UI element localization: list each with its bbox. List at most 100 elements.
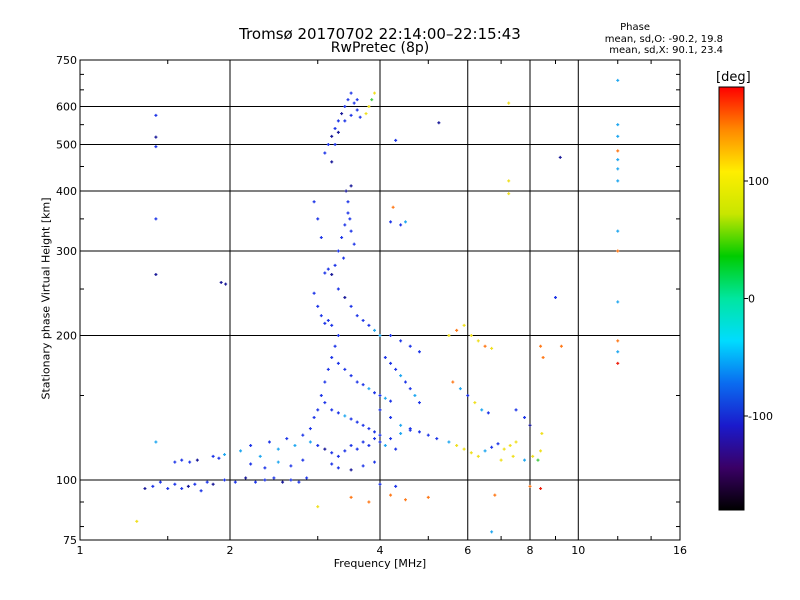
data-point bbox=[193, 482, 197, 486]
data-point bbox=[346, 211, 350, 215]
x-tick-label: 8 bbox=[527, 544, 534, 557]
data-point bbox=[239, 449, 243, 453]
x-tick-label: 16 bbox=[673, 544, 687, 557]
y-tick-label: 100 bbox=[56, 474, 77, 487]
data-point bbox=[355, 380, 359, 384]
data-point bbox=[469, 334, 473, 338]
data-point bbox=[330, 323, 334, 327]
data-point bbox=[323, 380, 327, 384]
data-point bbox=[267, 440, 271, 444]
data-point bbox=[483, 449, 487, 453]
data-point bbox=[316, 408, 320, 412]
data-point bbox=[333, 344, 337, 348]
x-axis-label: Frequency [MHz] bbox=[333, 557, 427, 570]
data-point bbox=[349, 91, 353, 95]
data-point bbox=[507, 179, 511, 183]
data-point bbox=[195, 458, 199, 462]
data-point bbox=[349, 444, 353, 448]
data-point bbox=[399, 339, 403, 343]
data-point bbox=[180, 487, 184, 491]
data-point bbox=[349, 495, 353, 499]
data-point bbox=[205, 480, 209, 484]
data-point bbox=[343, 414, 347, 418]
data-point bbox=[316, 505, 320, 509]
data-point bbox=[383, 355, 387, 359]
data-point bbox=[151, 484, 155, 488]
data-point bbox=[281, 480, 285, 484]
data-point bbox=[301, 433, 305, 437]
data-point bbox=[486, 411, 490, 415]
data-point bbox=[349, 113, 353, 117]
data-point bbox=[253, 480, 257, 484]
data-point bbox=[476, 339, 480, 343]
data-point bbox=[326, 267, 330, 271]
data-point bbox=[143, 487, 147, 491]
data-point bbox=[541, 355, 545, 359]
data-point bbox=[349, 468, 353, 472]
data-point bbox=[330, 451, 334, 455]
data-point bbox=[336, 334, 340, 338]
data-point bbox=[391, 205, 395, 209]
data-point bbox=[330, 273, 334, 277]
data-point bbox=[361, 464, 365, 468]
data-point bbox=[319, 314, 323, 318]
data-point bbox=[367, 387, 371, 391]
data-point bbox=[523, 415, 527, 419]
data-point bbox=[469, 451, 473, 455]
data-point bbox=[539, 449, 543, 453]
data-point bbox=[217, 456, 221, 460]
data-point bbox=[154, 217, 158, 221]
data-point bbox=[493, 493, 497, 497]
data-point bbox=[346, 200, 350, 204]
data-point bbox=[394, 367, 398, 371]
y-axis-label: Stationary phase Virtual Height [km] bbox=[39, 197, 53, 400]
data-point bbox=[389, 415, 393, 419]
data-point bbox=[361, 440, 365, 444]
data-point bbox=[408, 387, 412, 391]
data-point bbox=[403, 498, 407, 502]
data-point bbox=[289, 464, 293, 468]
data-point bbox=[343, 296, 347, 300]
data-point bbox=[336, 361, 340, 365]
data-point bbox=[223, 453, 227, 457]
data-point bbox=[249, 444, 253, 448]
data-point bbox=[553, 296, 557, 300]
data-point bbox=[373, 391, 377, 395]
stats-x-mode: mean, sd,X: 90.1, 23.4 bbox=[609, 45, 723, 56]
data-point bbox=[326, 367, 330, 371]
data-point bbox=[323, 151, 327, 155]
data-point bbox=[616, 179, 620, 183]
data-point bbox=[539, 487, 543, 491]
data-point bbox=[211, 482, 215, 486]
data-point bbox=[399, 223, 403, 227]
data-point bbox=[473, 401, 477, 405]
data-point bbox=[373, 91, 377, 95]
data-point bbox=[616, 249, 620, 253]
x-tick-label: 10 bbox=[571, 544, 585, 557]
data-point bbox=[490, 346, 494, 350]
data-point bbox=[417, 430, 421, 434]
data-point bbox=[289, 478, 293, 482]
data-point bbox=[308, 427, 312, 431]
data-point bbox=[435, 437, 439, 441]
data-point bbox=[389, 493, 393, 497]
data-point bbox=[336, 249, 340, 253]
data-point bbox=[378, 408, 382, 412]
data-point bbox=[336, 287, 340, 291]
data-point bbox=[211, 454, 215, 458]
data-point bbox=[367, 427, 371, 431]
data-point bbox=[367, 444, 371, 448]
data-point bbox=[373, 460, 377, 464]
data-point bbox=[343, 119, 347, 123]
data-point bbox=[399, 432, 403, 436]
data-point bbox=[312, 200, 316, 204]
data-point bbox=[558, 155, 562, 159]
data-point bbox=[343, 449, 347, 453]
data-point bbox=[447, 334, 451, 338]
data-point bbox=[336, 454, 340, 458]
data-point bbox=[308, 440, 312, 444]
x-tick-label: 1 bbox=[77, 544, 84, 557]
data-point bbox=[330, 462, 334, 466]
y-tick-label: 750 bbox=[56, 54, 77, 67]
